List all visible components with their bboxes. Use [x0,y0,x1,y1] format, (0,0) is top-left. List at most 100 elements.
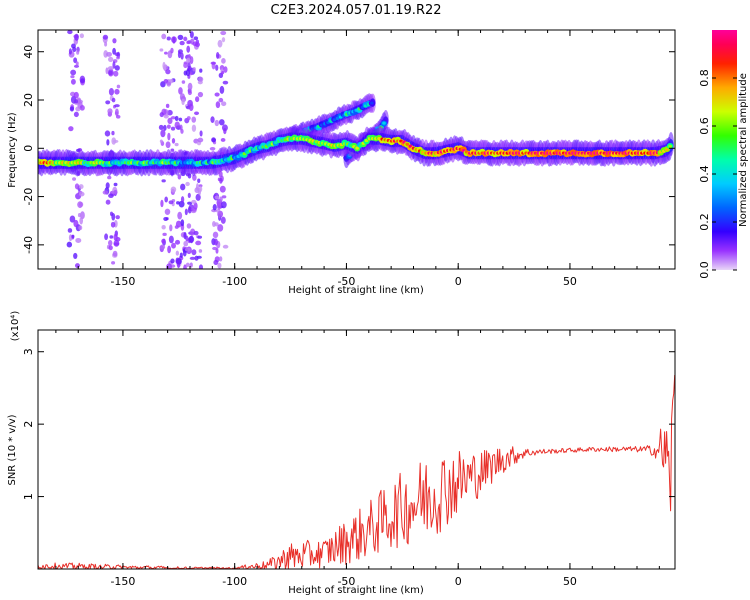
noise-speck [180,196,185,203]
noise-speck [217,39,223,48]
noise-speck [223,128,227,135]
noise-speck [72,177,77,181]
noise-speck [187,90,192,96]
noise-speck [159,112,164,118]
noise-speck [73,57,78,64]
noise-speck [180,52,184,60]
noise-speck [209,147,216,151]
lower-branch-peak [382,121,386,125]
noise-speck [198,264,203,269]
noise-speck [212,246,218,251]
noise-speck [180,128,184,134]
noise-speck [183,36,188,42]
spectrogram-ytick-label: -20 [22,188,35,206]
noise-speck [114,88,120,95]
noise-speck [193,230,199,236]
noise-speck [217,224,224,232]
noise-speck [102,190,109,195]
noise-speck [114,65,120,71]
noise-speck [111,213,116,221]
noise-speck [108,239,113,246]
noise-speck [213,238,218,246]
noise-speck [108,245,113,251]
noise-speck [66,241,73,248]
noise-speck [112,61,116,69]
noise-speck [112,38,117,44]
noise-speck [78,191,85,197]
noise-speck [187,82,193,91]
noise-speck [193,202,198,210]
snr-panel: -150 -100 -50 0 50 1 2 3 Height of straight lin… [7,311,676,596]
colorbar-tick-label: 0.8 [698,69,711,87]
spectrogram-ticks: -150 -100 -50 0 50 -40 -20 0 20 40 [22,30,675,288]
noise-speck [73,252,78,260]
noise-speck [70,69,77,76]
colorbar-ticks: 0.0 0.2 0.4 0.6 0.8 [698,69,737,279]
noise-speck [174,142,179,147]
noise-speck [199,68,203,73]
noise-speck [184,208,188,216]
noise-speck [107,66,114,71]
colorbar-tick-label: 0.0 [698,261,711,279]
noise-speck [213,259,219,266]
noise-speck [170,116,176,120]
spectrogram-ytick-label: 0 [22,145,35,152]
noise-speck [74,99,78,104]
noise-speck [180,219,185,227]
noise-speck [186,40,191,45]
noise-speck [159,244,166,250]
noise-speck [164,196,168,203]
noise-speck [183,62,188,69]
noise-speck [219,196,223,202]
noise-speck [197,178,201,183]
noise-speck [189,235,194,244]
noise-speck [73,111,79,118]
noise-speck [189,56,194,65]
noise-speck [113,182,118,187]
noise-speck [70,78,76,85]
main-trace-peak [668,144,672,148]
noise-speck [170,258,175,264]
noise-speck [170,186,177,193]
snr-ytick-label: 3 [22,348,35,355]
noise-speck [161,238,166,244]
noise-speck [78,184,84,190]
noise-speck [169,224,173,232]
snr-ticks: -150 -100 -50 0 50 1 2 3 [22,330,675,588]
main-trace-peak [665,148,669,152]
noise-speck [174,239,181,245]
noise-speck [174,225,179,229]
noise-speck [105,182,110,189]
noise-speck [76,50,80,55]
noise-speck [80,78,85,83]
noise-speck [186,116,191,121]
noise-speck [214,195,220,200]
noise-speck [191,116,197,123]
noise-speck [116,55,120,60]
noise-speck [110,221,116,228]
colorbar-tick-label: 0.4 [698,165,711,183]
noise-speck [167,109,173,116]
noise-speck [177,211,183,220]
noise-speck [74,263,80,269]
noise-speck [185,262,190,268]
noise-speck [164,208,171,215]
noise-speck [219,256,223,262]
noise-speck [186,57,191,63]
noise-speck [79,105,85,111]
snr-ytick-label: 2 [22,421,35,428]
noise-speck [109,235,114,239]
noise-speck [111,261,116,265]
noise-speck [171,242,176,249]
snr-scale-label: (x10⁴) [10,311,21,342]
noise-speck [187,201,193,205]
snr-xtick-label: -100 [222,575,247,588]
spectrogram-xtick-label: -50 [337,275,355,288]
noise-speck [113,189,118,195]
noise-speck [74,183,80,190]
colorbar: 0.0 0.2 0.4 0.6 0.8 Normalized spectral ampl… [698,30,749,279]
noise-speck [163,216,168,221]
noise-speck [183,240,189,247]
noise-speck [70,75,75,79]
noise-speck [214,119,220,127]
